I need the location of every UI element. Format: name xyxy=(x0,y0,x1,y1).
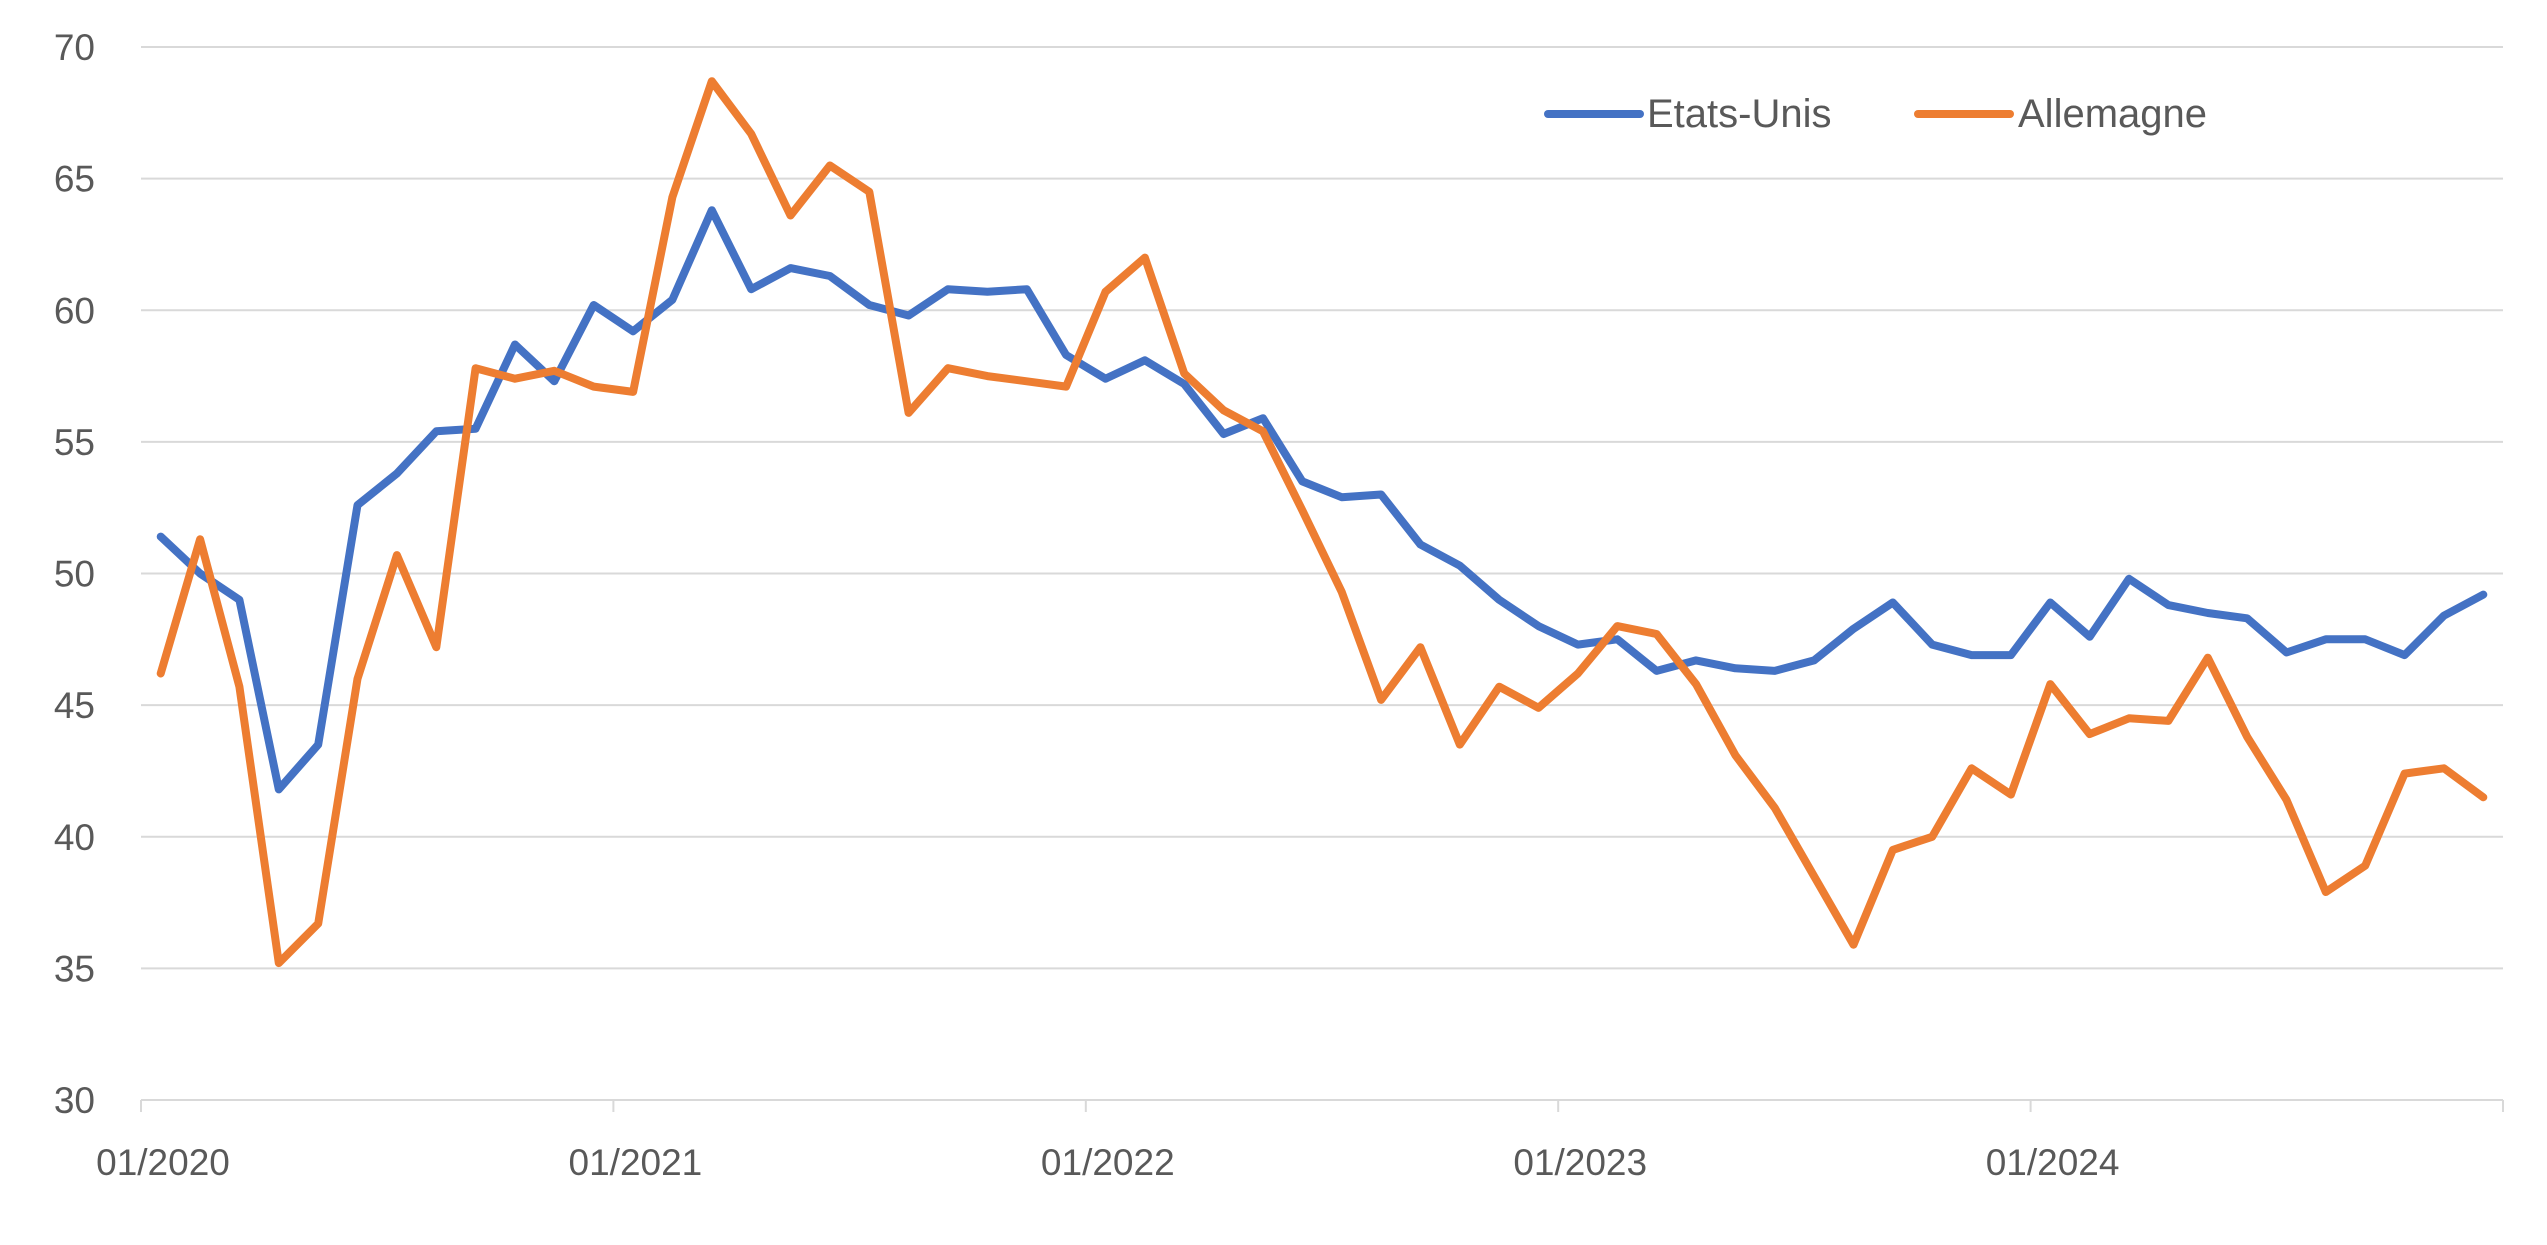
legend-label: Allemagne xyxy=(2018,92,2207,136)
series-line-etats-unis xyxy=(156,206,2488,794)
y-tick-label: 35 xyxy=(54,948,95,989)
x-tick-label: 01/2024 xyxy=(1986,1142,2120,1183)
series-line-allemagne xyxy=(156,77,2488,968)
gridlines xyxy=(141,46,2503,970)
y-tick-label: 65 xyxy=(54,159,95,200)
x-tick-label: 01/2023 xyxy=(1513,1142,1647,1183)
y-tick-label: 30 xyxy=(54,1080,95,1121)
y-tick-label: 45 xyxy=(54,685,95,726)
legend-label: Etats-Unis xyxy=(1647,92,1832,136)
series-lines xyxy=(156,77,2488,968)
x-tick-label: 01/2020 xyxy=(96,1142,230,1183)
y-tick-label: 70 xyxy=(54,27,95,68)
legend: Etats-Unis Allemagne xyxy=(1544,92,2207,136)
y-tick-label: 55 xyxy=(54,422,95,463)
x-tick-label: 01/2022 xyxy=(1041,1142,1175,1183)
y-tick-label: 50 xyxy=(54,554,95,595)
x-axis-tick-labels: 01/2020 01/2021 01/2022 01/2023 01/2024 xyxy=(96,1142,2119,1183)
x-tick-label: 01/2021 xyxy=(569,1142,703,1183)
y-tick-label: 40 xyxy=(54,817,95,858)
y-tick-label: 60 xyxy=(54,290,95,331)
x-axis xyxy=(140,1099,2504,1112)
y-axis-tick-labels: 30 35 40 45 50 55 60 65 70 xyxy=(54,27,95,1121)
